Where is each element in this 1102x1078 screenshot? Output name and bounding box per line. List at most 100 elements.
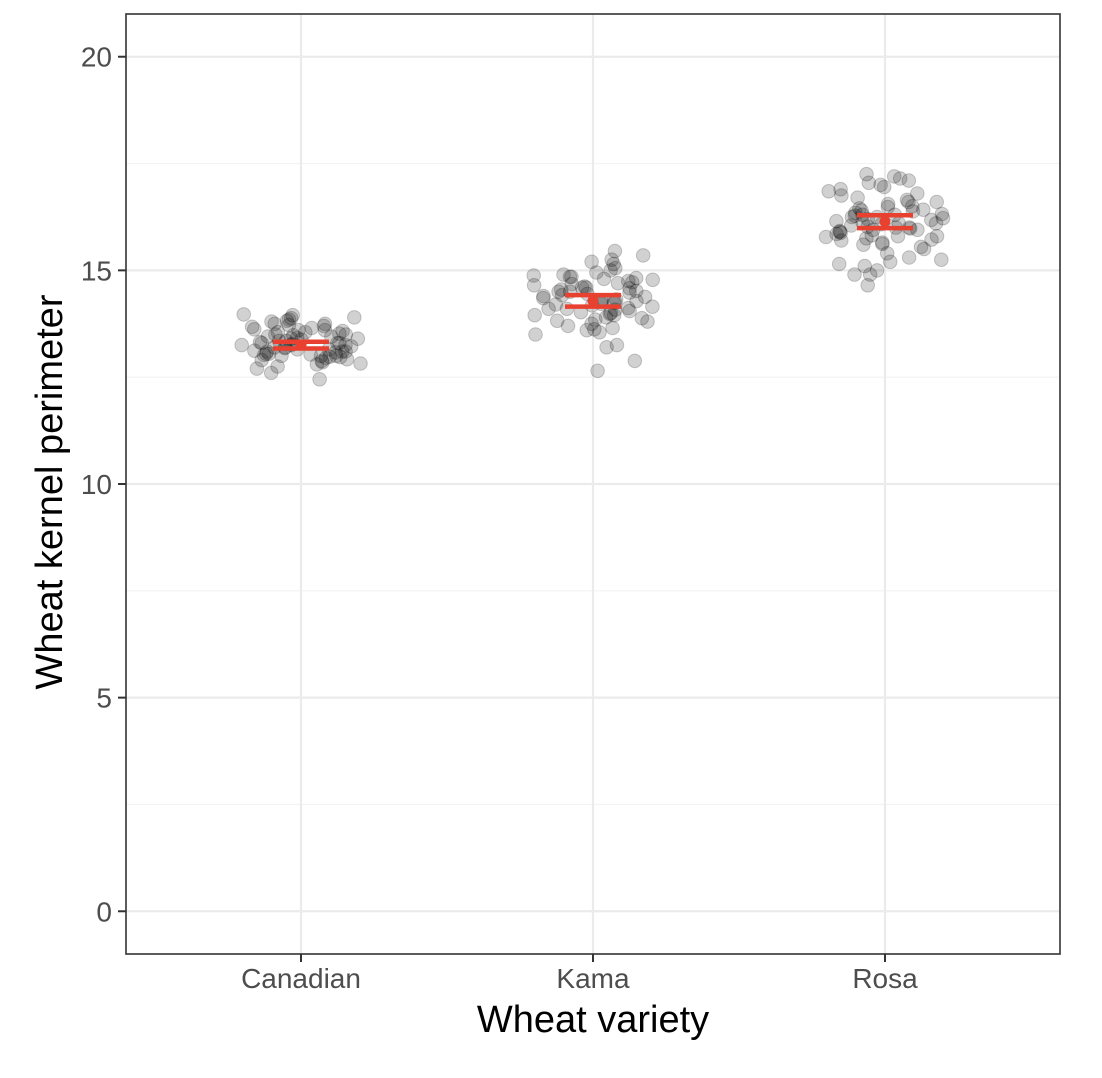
summary-markers xyxy=(273,212,913,351)
data-point xyxy=(315,354,330,370)
data-point xyxy=(549,313,565,329)
mean-point xyxy=(587,295,599,307)
data-point xyxy=(247,343,262,359)
data-point xyxy=(548,297,564,312)
data-point xyxy=(886,169,902,184)
data-point xyxy=(254,352,270,368)
data-point xyxy=(249,361,265,376)
data-point xyxy=(622,285,637,300)
data-point xyxy=(338,344,353,359)
data-point xyxy=(596,271,612,287)
x-axis-title: Wheat variety xyxy=(477,999,709,1041)
data-point xyxy=(629,293,644,309)
data-point xyxy=(309,357,325,372)
data-point xyxy=(258,346,274,362)
data-point xyxy=(526,268,542,283)
x-axis: Canadian Kama Rosa xyxy=(241,954,918,994)
data-point xyxy=(880,196,896,212)
data-point xyxy=(247,322,262,337)
data-point xyxy=(640,314,655,329)
data-point xyxy=(347,310,362,325)
data-point xyxy=(298,325,313,340)
data-point xyxy=(605,320,620,336)
y-tick-label: 0 xyxy=(96,896,112,927)
data-point xyxy=(329,348,344,364)
data-point xyxy=(901,173,917,188)
data-point xyxy=(934,252,949,268)
data-point xyxy=(338,327,354,342)
data-point xyxy=(832,223,848,239)
data-point xyxy=(328,345,343,360)
data-point xyxy=(635,248,651,263)
data-point xyxy=(291,322,306,338)
data-point xyxy=(622,281,637,296)
data-point xyxy=(536,290,551,306)
data-point xyxy=(343,339,359,354)
data-point xyxy=(313,348,329,364)
data-point xyxy=(260,329,276,344)
data-point xyxy=(592,325,607,340)
data-point xyxy=(553,282,569,297)
data-point xyxy=(634,310,650,326)
data-point xyxy=(859,166,874,182)
data-point xyxy=(645,272,661,288)
data-point xyxy=(607,243,623,259)
data-point xyxy=(859,231,874,246)
data-point xyxy=(834,233,849,248)
data-point xyxy=(829,213,844,229)
data-point xyxy=(536,288,551,304)
data-point xyxy=(935,210,951,226)
data-point xyxy=(588,312,603,327)
data-point xyxy=(264,314,279,329)
data-point xyxy=(606,256,621,272)
data-point xyxy=(901,250,917,265)
data-point xyxy=(339,351,355,367)
data-point xyxy=(928,216,944,231)
data-point xyxy=(350,331,366,347)
data-point xyxy=(322,349,338,365)
data-point xyxy=(318,350,334,366)
data-point xyxy=(856,237,871,252)
data-point xyxy=(317,316,333,332)
data-point xyxy=(332,326,347,341)
data-point xyxy=(579,322,595,338)
data-point xyxy=(629,283,644,299)
data-point xyxy=(584,316,599,332)
data-point xyxy=(263,365,279,381)
data-point xyxy=(335,344,350,359)
data-point xyxy=(335,323,350,339)
data-point xyxy=(270,359,285,374)
data-point xyxy=(628,270,644,286)
data-point xyxy=(916,241,932,257)
data-point xyxy=(281,312,297,327)
data-point xyxy=(528,327,543,342)
data-point xyxy=(929,228,945,244)
data-point xyxy=(236,307,251,322)
major-gridlines xyxy=(126,14,1060,954)
data-point xyxy=(353,356,368,371)
data-point xyxy=(624,275,640,290)
data-point xyxy=(590,363,605,379)
data-point xyxy=(261,346,277,362)
data-point xyxy=(267,316,283,332)
data-point xyxy=(283,310,299,326)
data-point xyxy=(254,335,270,351)
data-point xyxy=(317,322,333,338)
data-point xyxy=(913,239,929,255)
data-point xyxy=(829,226,844,242)
data-point xyxy=(899,192,915,208)
mean-point xyxy=(879,216,891,228)
data-point xyxy=(882,254,898,270)
x-tick-label: Canadian xyxy=(241,963,361,994)
data-point xyxy=(843,218,859,233)
data-point xyxy=(832,224,847,240)
data-point xyxy=(578,280,594,295)
data-point xyxy=(270,325,286,340)
data-point xyxy=(610,275,626,291)
data-point xyxy=(850,190,865,205)
data-point xyxy=(860,278,876,293)
data-point xyxy=(916,202,931,217)
data-point xyxy=(589,265,604,280)
